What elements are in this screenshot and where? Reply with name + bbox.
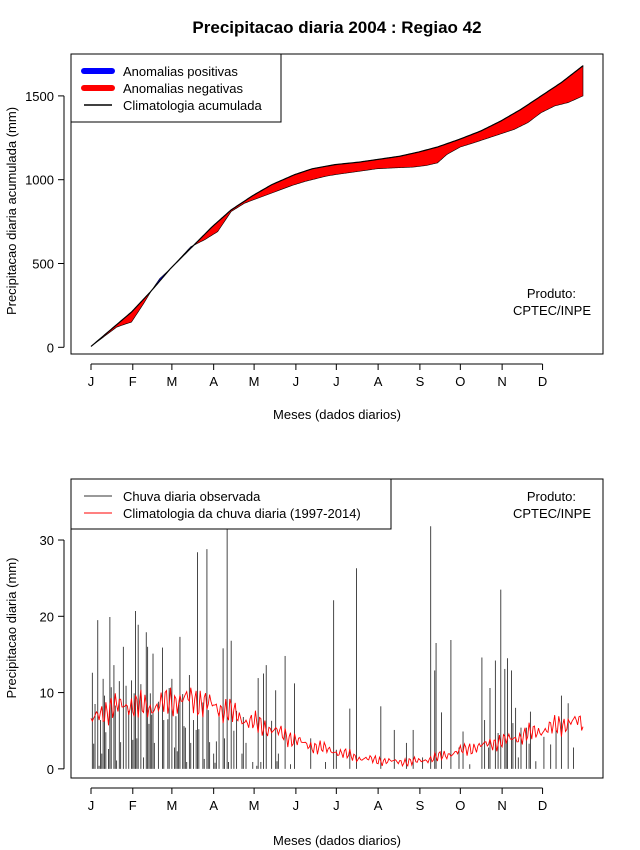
daily-chart: J F M A M J J A S O N D 0 10 20 30 Precipitacao diaria … bbox=[4, 478, 604, 848]
daily-x-tick-label: N bbox=[497, 798, 506, 813]
cumulative-axes: J F M A M J J A S O N D 0 500 1000 1500 bbox=[25, 89, 547, 389]
daily-axes: J F M A M J J A S O N D 0 10 20 30 bbox=[40, 533, 548, 813]
daily-x-tick-label: M bbox=[166, 798, 177, 813]
daily-x-tick-label: A bbox=[374, 798, 383, 813]
daily-ylabel: Precipitacao diaria (mm) bbox=[4, 558, 19, 699]
cumulative-x-tick-label: O bbox=[455, 374, 465, 389]
daily-y-tick-label: 30 bbox=[40, 533, 54, 548]
cumulative-x-tick-label: D bbox=[538, 374, 547, 389]
chart-title: Precipitacao diaria 2004 : Regiao 42 bbox=[192, 18, 481, 37]
legend-label-positive: Anomalias positivas bbox=[123, 64, 238, 79]
legend-label-observed: Chuva diaria observada bbox=[123, 489, 261, 504]
cumulative-y-tick-label: 1000 bbox=[25, 173, 54, 188]
cumulative-chart: J F M A M J J A S O N D 0 500 1000 1500 Precipitacao di… bbox=[4, 53, 604, 422]
daily-x-tick-label: A bbox=[209, 798, 218, 813]
cumulative-credit-line1: Produto: bbox=[527, 286, 576, 301]
daily-legend-box bbox=[70, 478, 392, 530]
daily-y-tick-label: 10 bbox=[40, 686, 54, 701]
daily-x-tick-label: M bbox=[249, 798, 260, 813]
legend-label-daily-climatology: Climatologia da chuva diaria (1997-2014) bbox=[123, 506, 361, 521]
cumulative-x-tick-label: A bbox=[374, 374, 383, 389]
daily-xlabel: Meses (dados diarios) bbox=[273, 833, 401, 848]
cumulative-x-tick-label: M bbox=[249, 374, 260, 389]
daily-x-tick-label: O bbox=[455, 798, 465, 813]
cumulative-plot-frame bbox=[70, 53, 604, 355]
daily-x-tick-label: F bbox=[129, 798, 137, 813]
legend-label-climatology: Climatologia acumulada bbox=[123, 98, 263, 113]
cumulative-climatology-line bbox=[90, 65, 584, 347]
daily-x-tick-label: J bbox=[293, 798, 300, 813]
cumulative-xlabel: Meses (dados diarios) bbox=[273, 407, 401, 422]
cumulative-legend: Anomalias positivas Anomalias negativas … bbox=[70, 53, 282, 123]
cumulative-y-tick-label: 0 bbox=[47, 340, 54, 355]
cumulative-x-tick-label: F bbox=[129, 374, 137, 389]
daily-legend: Chuva diaria observada Climatologia da c… bbox=[70, 478, 392, 530]
cumulative-credit-line2: CPTEC/INPE bbox=[513, 303, 591, 318]
daily-x-tick-label: J bbox=[333, 798, 340, 813]
legend-label-negative: Anomalias negativas bbox=[123, 81, 243, 96]
cumulative-ylabel: Precipitacao diaria acumulada (mm) bbox=[4, 107, 19, 315]
cumulative-x-tick-label: S bbox=[416, 374, 425, 389]
daily-x-tick-label: S bbox=[416, 798, 425, 813]
daily-y-tick-label: 0 bbox=[47, 762, 54, 777]
cumulative-x-tick-label: N bbox=[497, 374, 506, 389]
cumulative-y-tick-label: 1500 bbox=[25, 89, 54, 104]
daily-x-tick-label: J bbox=[88, 798, 95, 813]
cumulative-x-tick-label: J bbox=[88, 374, 95, 389]
daily-climatology-line bbox=[90, 687, 584, 768]
cumulative-x-tick-label: M bbox=[166, 374, 177, 389]
cumulative-x-tick-label: J bbox=[293, 374, 300, 389]
cumulative-x-tick-label: J bbox=[333, 374, 340, 389]
daily-credit-line2: CPTEC/INPE bbox=[513, 506, 591, 521]
daily-credit-line1: Produto: bbox=[527, 489, 576, 504]
cumulative-x-tick-label: A bbox=[209, 374, 218, 389]
daily-bars-layer bbox=[91, 526, 575, 769]
daily-y-tick-label: 20 bbox=[40, 609, 54, 624]
daily-x-tick-label: D bbox=[538, 798, 547, 813]
cumulative-y-tick-label: 500 bbox=[32, 256, 54, 271]
